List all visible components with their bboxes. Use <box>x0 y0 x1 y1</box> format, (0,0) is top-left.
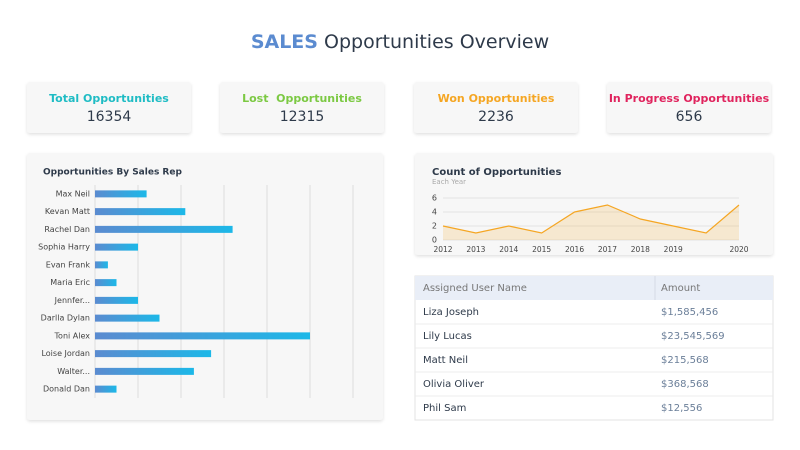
kpi-value: 656 <box>676 109 703 125</box>
bar <box>95 279 117 287</box>
bar <box>95 225 233 233</box>
bar <box>95 367 194 375</box>
line <box>442 204 740 234</box>
y-tick-label: 6 <box>432 194 437 203</box>
bar <box>95 350 212 358</box>
kpi-label: Won Opportunities <box>438 92 555 105</box>
bar <box>95 261 108 269</box>
kpi-value: 12315 <box>280 109 325 125</box>
x-tick-label: 2018 <box>631 245 650 254</box>
x-tick-label: 2012 <box>433 245 452 254</box>
content: Total Opportunities 16354 Lost Opportuniti… <box>27 82 774 421</box>
y-tick-label: Loise Jordan <box>41 349 90 358</box>
table-header: Amount <box>661 283 700 294</box>
bar <box>95 243 138 251</box>
chart-subtitle: Each Year <box>432 178 466 186</box>
table-cell: $1,585,456 <box>661 307 718 318</box>
y-tick-label: Max Neil <box>56 189 90 198</box>
y-tick-label: Evan Frank <box>46 260 91 269</box>
x-tick-label: 2013 <box>466 245 485 254</box>
kpi-label: In Progress Opportunities <box>609 92 770 105</box>
kpi-value: 16354 <box>87 109 132 125</box>
y-tick-label: Toni Alex <box>54 331 91 340</box>
x-tick-label: 2016 <box>565 245 584 254</box>
y-tick-label: Darlla Dylan <box>41 314 90 323</box>
title-rest: Opportunities Overview <box>324 31 549 53</box>
title-highlight: SALES <box>251 31 318 53</box>
bar <box>95 208 186 216</box>
table-cell: Liza Joseph <box>423 307 479 318</box>
table-cell: $23,545,569 <box>661 331 725 342</box>
x-tick-label: 2014 <box>499 245 518 254</box>
bar <box>95 190 147 198</box>
bar <box>95 385 117 393</box>
kpi-label: Total Opportunities <box>49 92 169 105</box>
bar <box>95 314 160 322</box>
y-tick-label: 2 <box>432 222 437 231</box>
y-tick-label: 4 <box>432 208 437 217</box>
chart-title: Opportunities By Sales Rep <box>43 168 182 178</box>
x-tick-label: 2020 <box>729 245 748 254</box>
y-tick-label: Walter... <box>57 367 90 376</box>
y-tick-label: 0 <box>432 236 437 245</box>
kpi-value: 2236 <box>478 109 514 125</box>
y-tick-label: Donald Dan <box>43 385 90 394</box>
table-header-bg <box>415 276 773 300</box>
panel <box>607 82 771 133</box>
kpi-label: Lost Opportunities <box>242 92 362 105</box>
bar <box>95 332 310 340</box>
panel <box>27 82 191 133</box>
x-tick-label: 2017 <box>598 245 617 254</box>
x-tick-label: 2019 <box>664 245 683 254</box>
panel <box>415 153 773 255</box>
table-cell: $368,568 <box>661 379 709 390</box>
table-cell: $12,556 <box>661 403 702 414</box>
page-title: SALES Opportunities Overview <box>251 31 549 53</box>
table-cell: Phil Sam <box>423 403 466 414</box>
table-cell: Matt Neil <box>423 355 468 366</box>
bar <box>95 296 138 304</box>
chart-title: Count of Opportunities <box>432 167 561 178</box>
table-header: Assigned User Name <box>423 283 527 294</box>
y-tick-label: Jennfer... <box>54 296 90 305</box>
table-cell: Olivia Oliver <box>423 379 485 390</box>
y-tick-label: Maria Eric <box>50 278 90 287</box>
x-tick-label: 2015 <box>532 245 551 254</box>
y-tick-label: Kevan Matt <box>45 207 90 216</box>
panel <box>220 82 384 133</box>
area <box>443 205 739 240</box>
table-cell: Lily Lucas <box>423 331 472 342</box>
table-cell: $215,568 <box>661 355 709 366</box>
y-tick-label: Sophia Harry <box>38 243 90 252</box>
panel <box>414 82 578 133</box>
y-tick-label: Rachel Dan <box>44 225 90 234</box>
